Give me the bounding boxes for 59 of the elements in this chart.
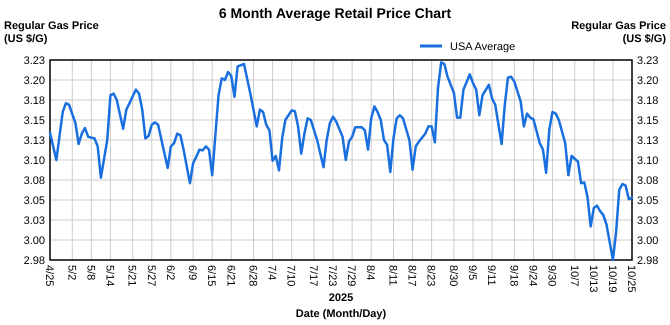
y2-tick-label: 2.98 [637, 255, 658, 267]
y-axis-title: Regular Gas Price (US $/G) [4, 20, 99, 45]
x-tick-label: 6/28 [246, 265, 259, 286]
x-tick-label: 6/9 [186, 265, 198, 280]
x-tick-label: 8/23 [424, 265, 437, 286]
x-tick-label: 10/13 [586, 265, 599, 293]
x-tick-label: 6/2 [164, 265, 176, 280]
x-tick-label: 5/8 [84, 265, 96, 280]
text: 2025 [328, 292, 354, 304]
x-tick-label: 10/19 [606, 265, 618, 293]
x-tick-label: 8/30 [446, 265, 459, 286]
x-tick-label: 7/23 [326, 265, 338, 286]
y2-axis-title: Regular Gas Price (US $/G) [571, 20, 666, 45]
y-tick-label: 3.03 [24, 215, 45, 227]
x-tick-label: 5/2 [65, 265, 78, 280]
y2-tick-label: 3.05 [637, 195, 658, 207]
x-tick-label: 5/21 [126, 265, 138, 286]
x-tick-label: 6/15 [205, 265, 218, 286]
y2-tick-label: 3.23 [637, 55, 658, 67]
y-tick-label: 3.20 [24, 75, 45, 87]
x-tick-label: 4/25 [43, 265, 55, 286]
y2-tick-label: 3.20 [637, 75, 658, 87]
y-tick-label: 3.13 [24, 135, 45, 147]
y-tick-label: 3.23 [24, 55, 45, 67]
y-tick-label: 3.08 [24, 175, 45, 187]
y2-tick-label: 3.08 [637, 175, 658, 187]
y-tick-label: 3.18 [24, 95, 45, 107]
x-tick-label: 5/27 [144, 265, 157, 286]
x-tick-label: 8/11 [386, 265, 398, 286]
x-tick-label: 5/14 [103, 265, 116, 286]
x-tick-label: 7/4 [266, 265, 278, 280]
x-tick-label: 8/17 [406, 265, 418, 286]
x-tick-label: 6/21 [224, 265, 236, 286]
y2-tick-label: 3.15 [637, 115, 658, 127]
y-tick-label: 3.05 [24, 195, 45, 207]
x-tick-label: 7/29 [345, 265, 358, 286]
x-tick-label: 9/5 [466, 265, 478, 280]
x-tick-label: 9/30 [545, 265, 558, 286]
y2-tick-label: 3.13 [637, 135, 658, 147]
x-tick-label: 7/10 [284, 265, 297, 286]
y2-tick-label: 3.10 [637, 155, 658, 167]
y2-tick-label: 3.03 [637, 215, 658, 227]
y-tick-label: 3.00 [24, 235, 45, 247]
x-tick-label: 9/18 [507, 265, 520, 286]
y2-tick-label: 3.18 [637, 95, 658, 107]
line-series [48, 61, 634, 262]
x-tick-label: 7/17 [306, 265, 319, 286]
y-tick-label: 3.10 [24, 155, 45, 167]
y-tick-label: 2.98 [24, 255, 45, 267]
x-tick-label: 10/25 [625, 265, 637, 293]
chart-title: 6 Month Average Retail Price Chart [218, 5, 452, 21]
y2-tick-label: 3.00 [637, 235, 658, 247]
x-tick-label: 10/7 [568, 265, 580, 286]
y-tick-label: 3.15 [24, 115, 45, 127]
x-axis-title: Date (Month/Day) [296, 308, 387, 320]
legend-label: USA Average [450, 41, 516, 53]
x-tick-label: 9/11 [485, 265, 498, 286]
x-tick-label: 8/4 [364, 265, 376, 280]
x-tick-label: 9/24 [526, 265, 538, 286]
